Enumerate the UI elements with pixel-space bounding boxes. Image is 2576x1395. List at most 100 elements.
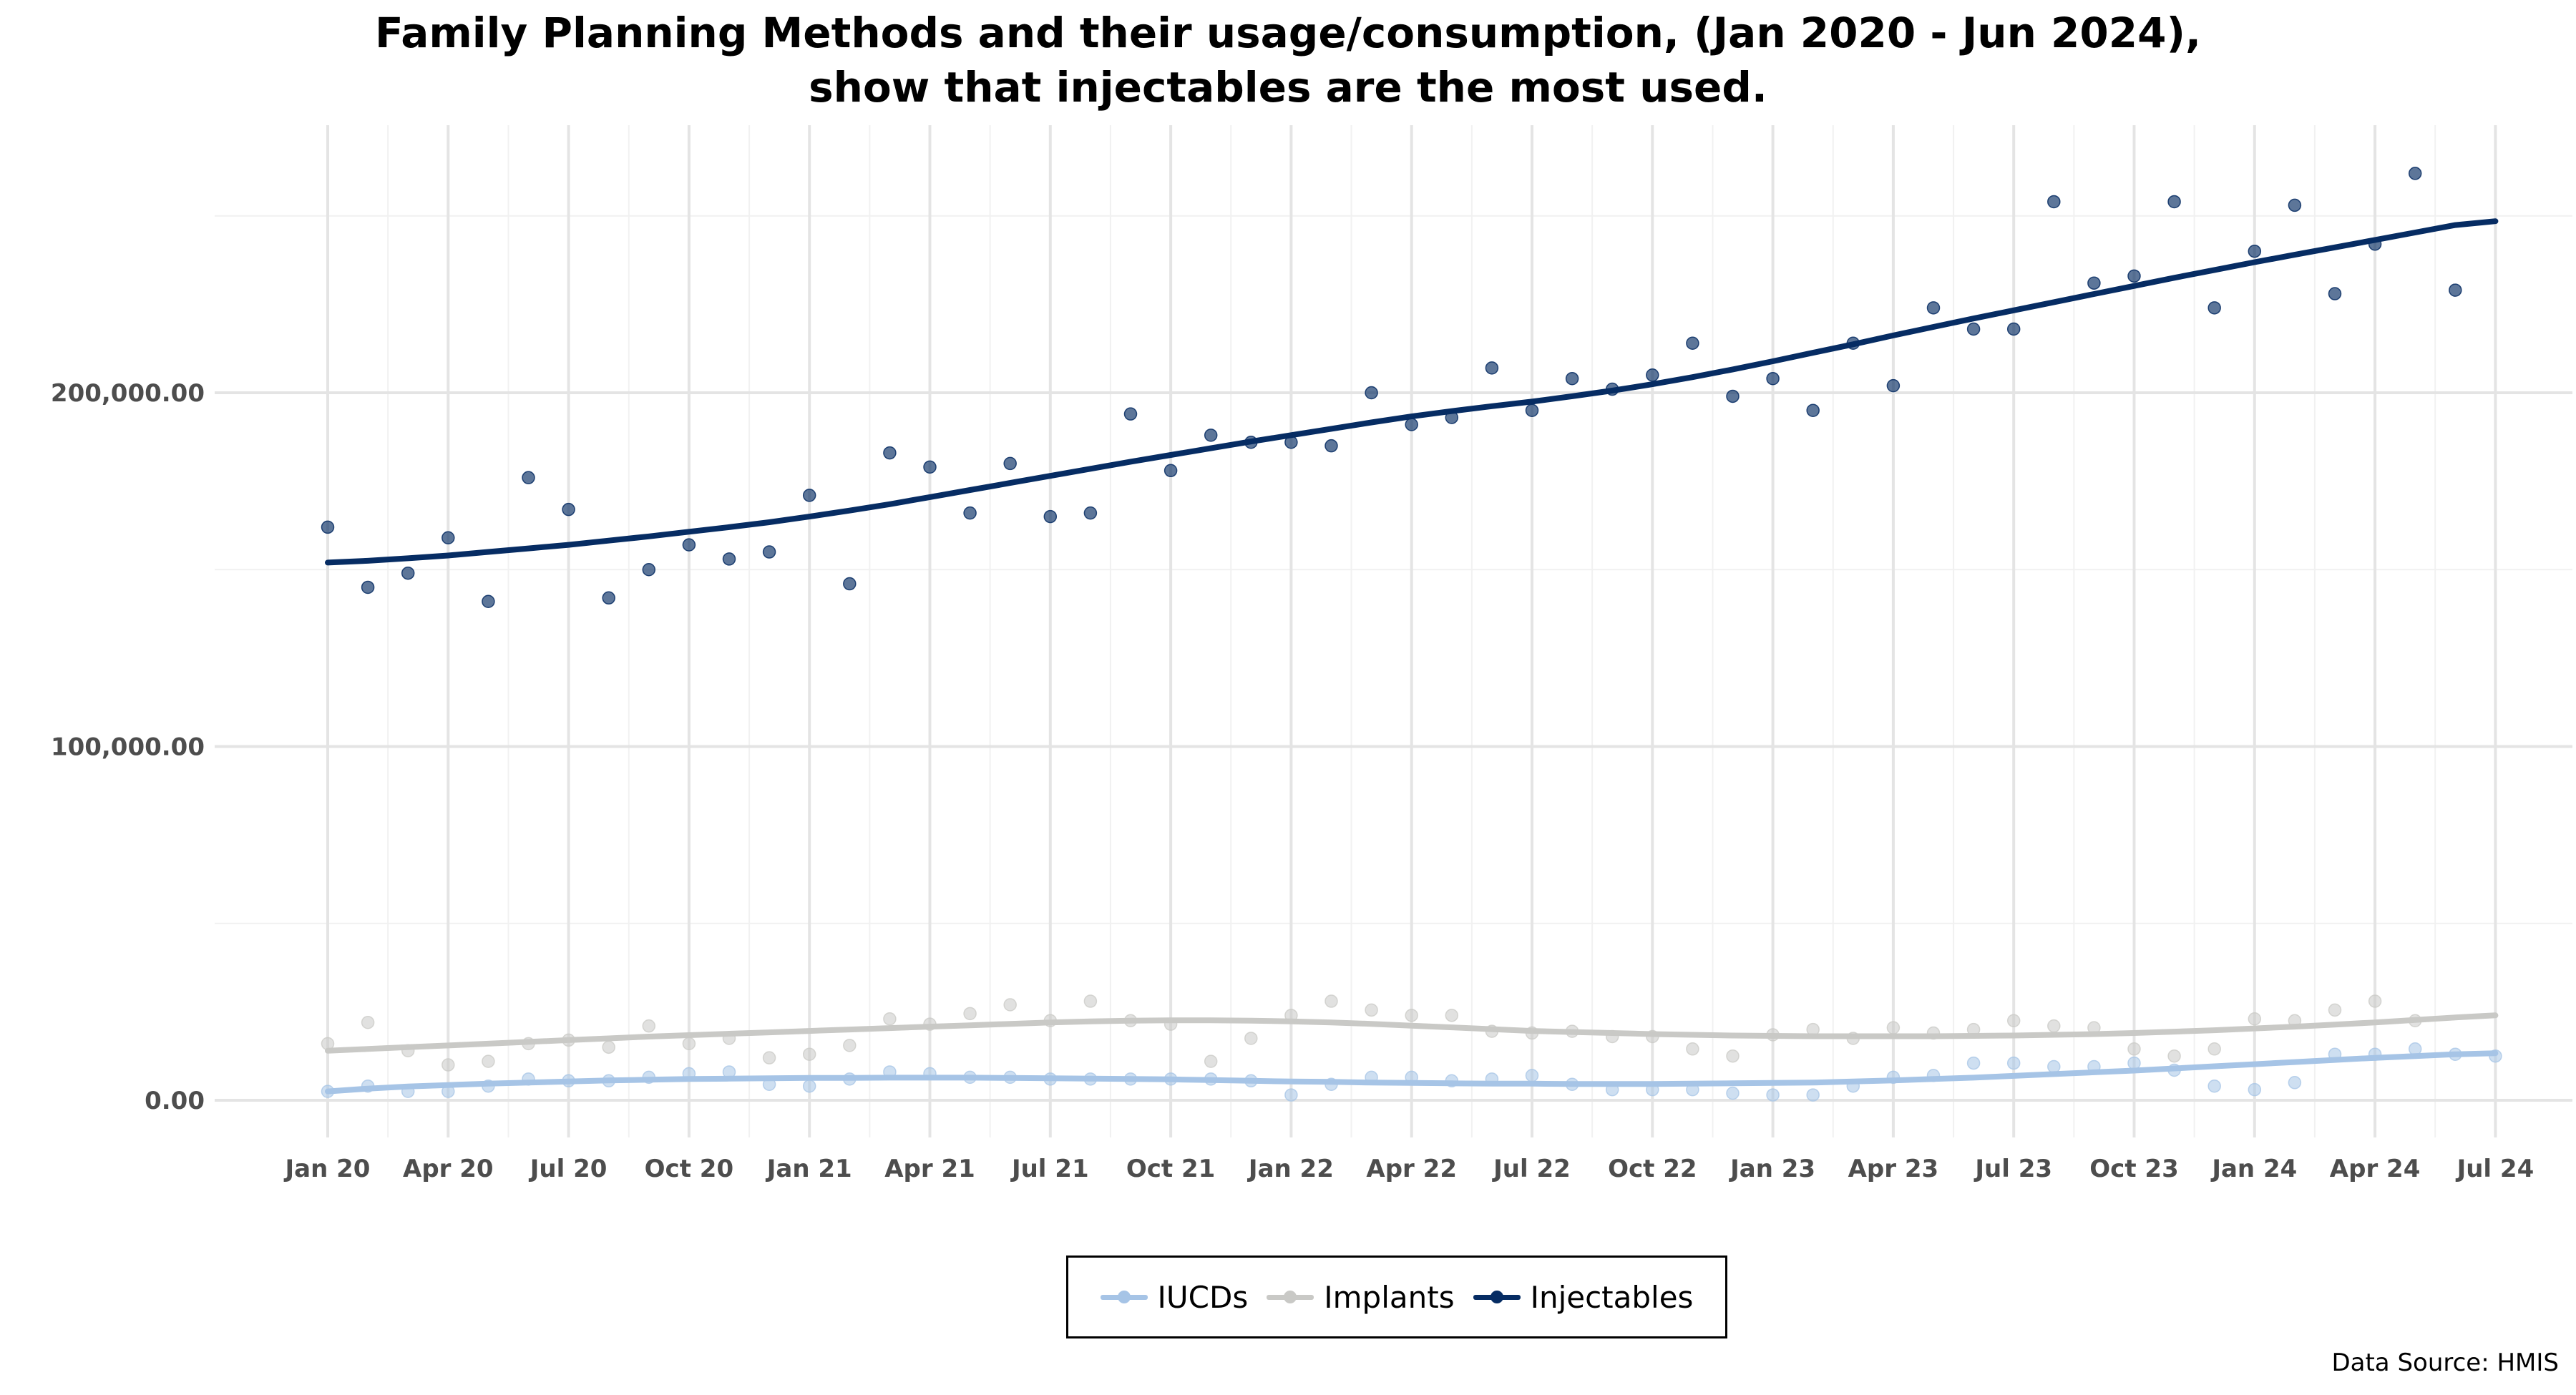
iucds-point <box>2248 1082 2262 1097</box>
injectables-point <box>2047 195 2061 209</box>
x-tick-label: Jul 21 <box>1010 1155 1089 1183</box>
implants-point <box>1445 1009 1459 1022</box>
legend-key-injectables <box>1473 1290 1521 1304</box>
injectables-point <box>1766 371 1780 386</box>
implants-point <box>2248 1012 2262 1026</box>
x-tick-label: Oct 21 <box>1126 1155 1215 1183</box>
implants-point <box>602 1040 615 1054</box>
x-tick-label: Jan 23 <box>1729 1155 1815 1183</box>
implants-point <box>1686 1042 1699 1056</box>
implants-point <box>2328 1003 2342 1017</box>
x-tick-label: Jul 22 <box>1492 1155 1571 1183</box>
injectables-point <box>1726 389 1740 403</box>
iucds-point <box>2047 1059 2061 1074</box>
implants-point <box>2127 1042 2141 1056</box>
injectables-point <box>2127 269 2141 283</box>
implants-point <box>2207 1042 2221 1056</box>
x-tick-label: Apr 24 <box>2330 1155 2421 1183</box>
injectables-point <box>1966 322 1981 336</box>
injectables-point <box>2449 283 2462 297</box>
x-tick-label: Apr 23 <box>1848 1155 1939 1183</box>
implants-point <box>2368 994 2382 1008</box>
legend-item-injectables: Injectables <box>1473 1279 1694 1315</box>
iucds-point <box>2288 1076 2302 1090</box>
chart-title: Family Planning Methods and their usage/… <box>0 6 2576 114</box>
legend: IUCDs Implants Injectables <box>1066 1256 1727 1338</box>
injectables-point <box>682 538 696 552</box>
injectables-point <box>2408 167 2422 180</box>
injectables-point <box>1646 368 1659 382</box>
implants-point <box>963 1007 977 1021</box>
y-tick-label: 100,000.00 <box>51 733 205 762</box>
x-tick-label: Oct 22 <box>1608 1155 1697 1183</box>
x-tick-label: Oct 23 <box>2089 1155 2178 1183</box>
implants-point <box>2006 1014 2021 1027</box>
iucds-point <box>2207 1079 2221 1093</box>
injectables-point <box>2328 287 2342 300</box>
injectables-point <box>1365 386 1378 400</box>
implants-point <box>482 1054 495 1068</box>
legend-item-iucds: IUCDs <box>1100 1279 1249 1315</box>
injectables-point <box>1405 418 1418 431</box>
implants-point <box>682 1037 696 1051</box>
injectables-point <box>642 563 656 577</box>
injectables-point <box>1324 439 1338 453</box>
iucds-trend-line <box>325 1050 2499 1095</box>
legend-item-implants: Implants <box>1267 1279 1455 1315</box>
implants-point <box>1324 994 1338 1008</box>
data-source-note: Data Source: HMIS <box>2331 1348 2559 1377</box>
legend-key-implants <box>1267 1290 1314 1304</box>
implants-point <box>2167 1049 2181 1063</box>
injectables-point <box>843 577 857 591</box>
x-tick-label: Jul 24 <box>2456 1155 2534 1183</box>
iucds-point <box>1766 1088 1780 1102</box>
series-injectables <box>321 167 2499 609</box>
injectables-point <box>1043 509 1058 524</box>
injectables-point <box>2167 195 2181 209</box>
injectables-point <box>522 471 535 484</box>
injectables-point <box>883 446 897 460</box>
iucds-point <box>1806 1088 1820 1102</box>
y-tick-label: 200,000.00 <box>51 379 205 408</box>
injectables-point <box>321 520 335 534</box>
injectables-point <box>2087 276 2101 290</box>
injectables-point <box>1003 456 1017 471</box>
implants-point <box>2047 1019 2061 1033</box>
series-layer <box>321 167 2502 1102</box>
iucds-point <box>1966 1056 1981 1070</box>
legend-label: Injectables <box>1530 1279 1694 1315</box>
injectables-point <box>2288 198 2302 212</box>
y-tick-label: 0.00 <box>145 1087 205 1115</box>
injectables-point <box>441 531 455 544</box>
implants-point <box>1886 1021 1901 1034</box>
implants-point <box>1405 1009 1418 1022</box>
injectables-trend-line <box>325 218 2499 566</box>
implants-point <box>441 1058 455 1072</box>
iucds-point <box>2006 1056 2021 1070</box>
iucds-point <box>1726 1086 1740 1100</box>
chart-title-line-1: Family Planning Methods and their usage/… <box>374 9 2202 57</box>
implants-point <box>1083 994 1098 1008</box>
implants-point <box>802 1047 816 1061</box>
legend-label: IUCDs <box>1157 1279 1249 1315</box>
implants-point <box>361 1015 375 1029</box>
x-tick-label: Jan 22 <box>1247 1155 1334 1183</box>
iucds-point <box>802 1079 816 1093</box>
legend-label: Implants <box>1324 1279 1455 1315</box>
injectables-point <box>1686 336 1699 351</box>
implants-point <box>1204 1054 1218 1068</box>
injectables-point <box>1525 403 1539 417</box>
implants-point <box>843 1039 857 1052</box>
injectables-point <box>1565 371 1579 386</box>
injectables-point <box>602 591 615 605</box>
implants-point <box>1244 1032 1258 1045</box>
grid-layer <box>215 125 2572 1137</box>
injectables-point <box>401 566 415 580</box>
implants-point <box>1365 1003 1378 1017</box>
injectables-point <box>2207 301 2221 315</box>
x-tick-label: Jul 23 <box>1974 1155 2052 1183</box>
legend-key-iucds <box>1100 1290 1148 1304</box>
implants-trend-line <box>325 1012 2499 1054</box>
injectables-point <box>361 580 375 594</box>
